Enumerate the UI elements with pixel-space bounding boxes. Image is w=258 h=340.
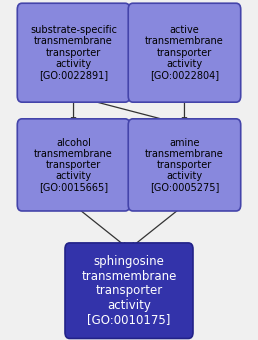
Text: substrate-specific
transmembrane
transporter
activity
[GO:0022891]: substrate-specific transmembrane transpo… [30,25,117,80]
Text: active
transmembrane
transporter
activity
[GO:0022804]: active transmembrane transporter activit… [145,25,224,80]
FancyBboxPatch shape [128,119,241,211]
Text: alcohol
transmembrane
transporter
activity
[GO:0015665]: alcohol transmembrane transporter activi… [34,137,113,192]
FancyBboxPatch shape [128,3,241,102]
FancyBboxPatch shape [65,243,193,339]
Text: sphingosine
transmembrane
transporter
activity
[GO:0010175]: sphingosine transmembrane transporter ac… [81,255,177,326]
Text: amine
transmembrane
transporter
activity
[GO:0005275]: amine transmembrane transporter activity… [145,137,224,192]
FancyBboxPatch shape [17,119,130,211]
FancyBboxPatch shape [17,3,130,102]
